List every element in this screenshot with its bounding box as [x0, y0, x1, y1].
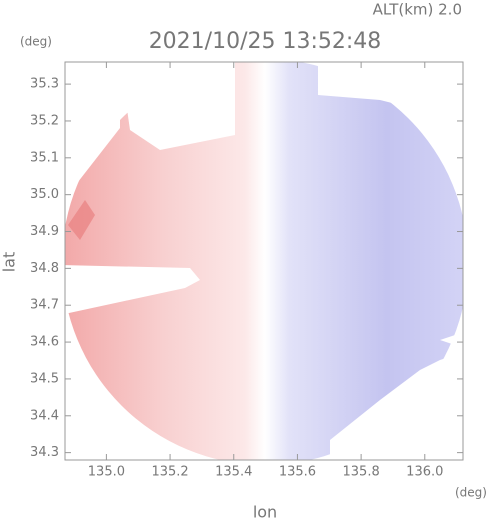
y-tick-label: 34.6 — [30, 335, 59, 350]
y-tick-label: 35.1 — [30, 150, 59, 165]
y-tick-label: 35.0 — [30, 187, 59, 202]
x-tick-label: 136.0 — [406, 465, 443, 480]
x-tick-label: 135.0 — [88, 465, 125, 480]
x-axis-label: lon — [253, 503, 277, 522]
radar-field — [65, 62, 463, 460]
y-tick-label: 35.3 — [30, 77, 59, 92]
y-tick-label: 34.9 — [30, 224, 59, 239]
x-unit: (deg) — [455, 486, 487, 500]
chart-title: 2021/10/25 13:52:48 — [149, 29, 382, 54]
altitude: ALT(km) 2.0 — [373, 1, 462, 19]
y-tick-label: 34.5 — [30, 371, 59, 386]
y-tick-label: 34.8 — [30, 261, 59, 276]
y-tick-label: 35.2 — [30, 113, 59, 128]
y-unit: (deg) — [20, 35, 52, 49]
x-tick-label: 135.6 — [279, 465, 316, 480]
plot-frame — [64, 61, 464, 461]
x-tick-label: 135.2 — [151, 465, 188, 480]
y-tick-label: 34.7 — [30, 298, 59, 313]
y-tick-label: 34.3 — [30, 445, 59, 460]
x-tick-label: 135.4 — [215, 465, 252, 480]
y-axis-label: lat — [0, 252, 19, 273]
y-tick-label: 34.4 — [30, 408, 59, 423]
x-tick-label: 135.8 — [343, 465, 380, 480]
